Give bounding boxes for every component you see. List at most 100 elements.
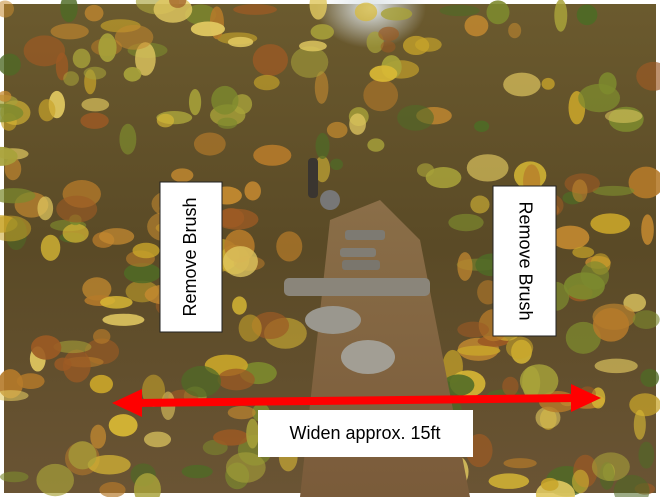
leaf-cluster [577, 4, 598, 25]
leaf-cluster [572, 470, 589, 494]
leaf-cluster [194, 132, 226, 155]
remove-brush-label: Remove Brush [180, 197, 200, 316]
leaf-cluster [367, 138, 384, 151]
leaf-cluster [191, 22, 225, 37]
leaf-cluster [590, 213, 630, 234]
leaf-cluster [520, 364, 559, 397]
leaf-cluster [81, 98, 109, 111]
leaf-cluster [417, 163, 434, 177]
leaf-cluster [85, 5, 104, 22]
leaf-cluster [93, 329, 110, 344]
leaf-cluster [213, 429, 249, 445]
leaf-cluster [378, 27, 399, 41]
leaf-cluster [119, 124, 136, 155]
leaf-cluster [63, 224, 89, 243]
leaf-cluster [276, 231, 302, 261]
leaf-cluster [448, 214, 483, 231]
leaf-cluster [503, 458, 536, 468]
leaf-cluster [100, 296, 133, 309]
leaf-cluster [39, 99, 56, 121]
leaf-cluster [457, 322, 489, 338]
leaf-cluster [171, 168, 193, 182]
page: {"annotations": {"left_label": "Remove B… [0, 0, 660, 497]
rock [320, 190, 340, 210]
leaf-cluster [629, 393, 660, 416]
leaf-cluster [37, 196, 53, 220]
leaf-cluster [634, 410, 646, 440]
leaf-cluster [415, 37, 442, 51]
leaf-cluster [68, 441, 96, 469]
leaf-cluster [638, 442, 654, 469]
leaf-cluster [593, 308, 629, 342]
leaf-cluster [467, 154, 509, 181]
photo: Remove Brush Remove Brush Widen approx. … [0, 0, 660, 497]
step [340, 248, 376, 257]
leaf-cluster [355, 3, 377, 22]
leaf-cluster [133, 243, 160, 259]
leaf-cluster [51, 24, 89, 40]
leaf-cluster [36, 464, 74, 496]
leaf-cluster [228, 406, 256, 419]
leaf-cluster [299, 41, 327, 52]
leaf-cluster [99, 482, 125, 497]
leaf-cluster [381, 7, 412, 20]
body: Remove Brush Remove Brush Widen approx. … [0, 0, 660, 497]
leaf-cluster [223, 246, 258, 277]
leaf-cluster [24, 35, 65, 66]
leaf-cluster [157, 114, 174, 128]
leaf-cluster [542, 78, 555, 90]
leaf-cluster [489, 473, 530, 488]
leaf-cluster [63, 350, 91, 383]
leaf-cluster [233, 4, 277, 15]
widen-label: Widen approx. 15ft [289, 423, 440, 443]
leaf-cluster [349, 113, 366, 134]
leaf-cluster [311, 24, 334, 40]
step [284, 278, 430, 296]
leaf-cluster [578, 84, 620, 112]
leaf-cluster [554, 0, 567, 32]
leaf-cluster [124, 67, 142, 82]
rock [341, 340, 395, 374]
remove-brush-label: Remove Brush [515, 201, 535, 320]
leaf-cluster [31, 335, 61, 359]
leaf-cluster [551, 226, 589, 250]
leaf-cluster [41, 235, 61, 261]
leaf-cluster [232, 296, 247, 314]
leaf-cluster [381, 41, 396, 53]
step [342, 260, 380, 270]
leaf-cluster [572, 179, 587, 202]
leaf-cluster [474, 121, 489, 132]
leaf-cluster [246, 419, 259, 449]
leaf-cluster [0, 471, 28, 482]
leaf-cluster [330, 159, 343, 170]
leaf-cluster [457, 346, 500, 356]
leaf-cluster [253, 145, 291, 166]
leaf-cluster [327, 122, 348, 138]
leaf-cluster [254, 75, 280, 90]
sky [250, 0, 470, 160]
leaf-cluster [90, 375, 113, 393]
leaf-cluster [73, 49, 91, 69]
leaf-cluster [189, 89, 201, 115]
hiker [308, 158, 318, 198]
leaf-cluster [80, 113, 108, 129]
leaf-cluster [315, 133, 329, 159]
leaf-cluster [503, 73, 540, 97]
leaf-cluster [457, 252, 472, 281]
leaf-cluster [239, 315, 262, 342]
width-arrow [135, 398, 578, 403]
leaf-cluster [605, 109, 642, 123]
leaf-cluster [641, 214, 654, 245]
leaf-cluster [102, 314, 144, 326]
leaf-cluster [572, 247, 594, 259]
leaf-cluster [217, 118, 237, 129]
leaf-cluster [144, 432, 171, 448]
leaf-cluster [181, 366, 221, 397]
leaf-cluster [592, 452, 630, 481]
leaf-cluster [595, 359, 638, 374]
leaf-cluster [56, 196, 97, 223]
leaf-cluster [439, 5, 479, 16]
leaf-cluster [369, 65, 397, 81]
leaf-cluster [465, 15, 489, 36]
leaf-cluster [253, 44, 288, 76]
